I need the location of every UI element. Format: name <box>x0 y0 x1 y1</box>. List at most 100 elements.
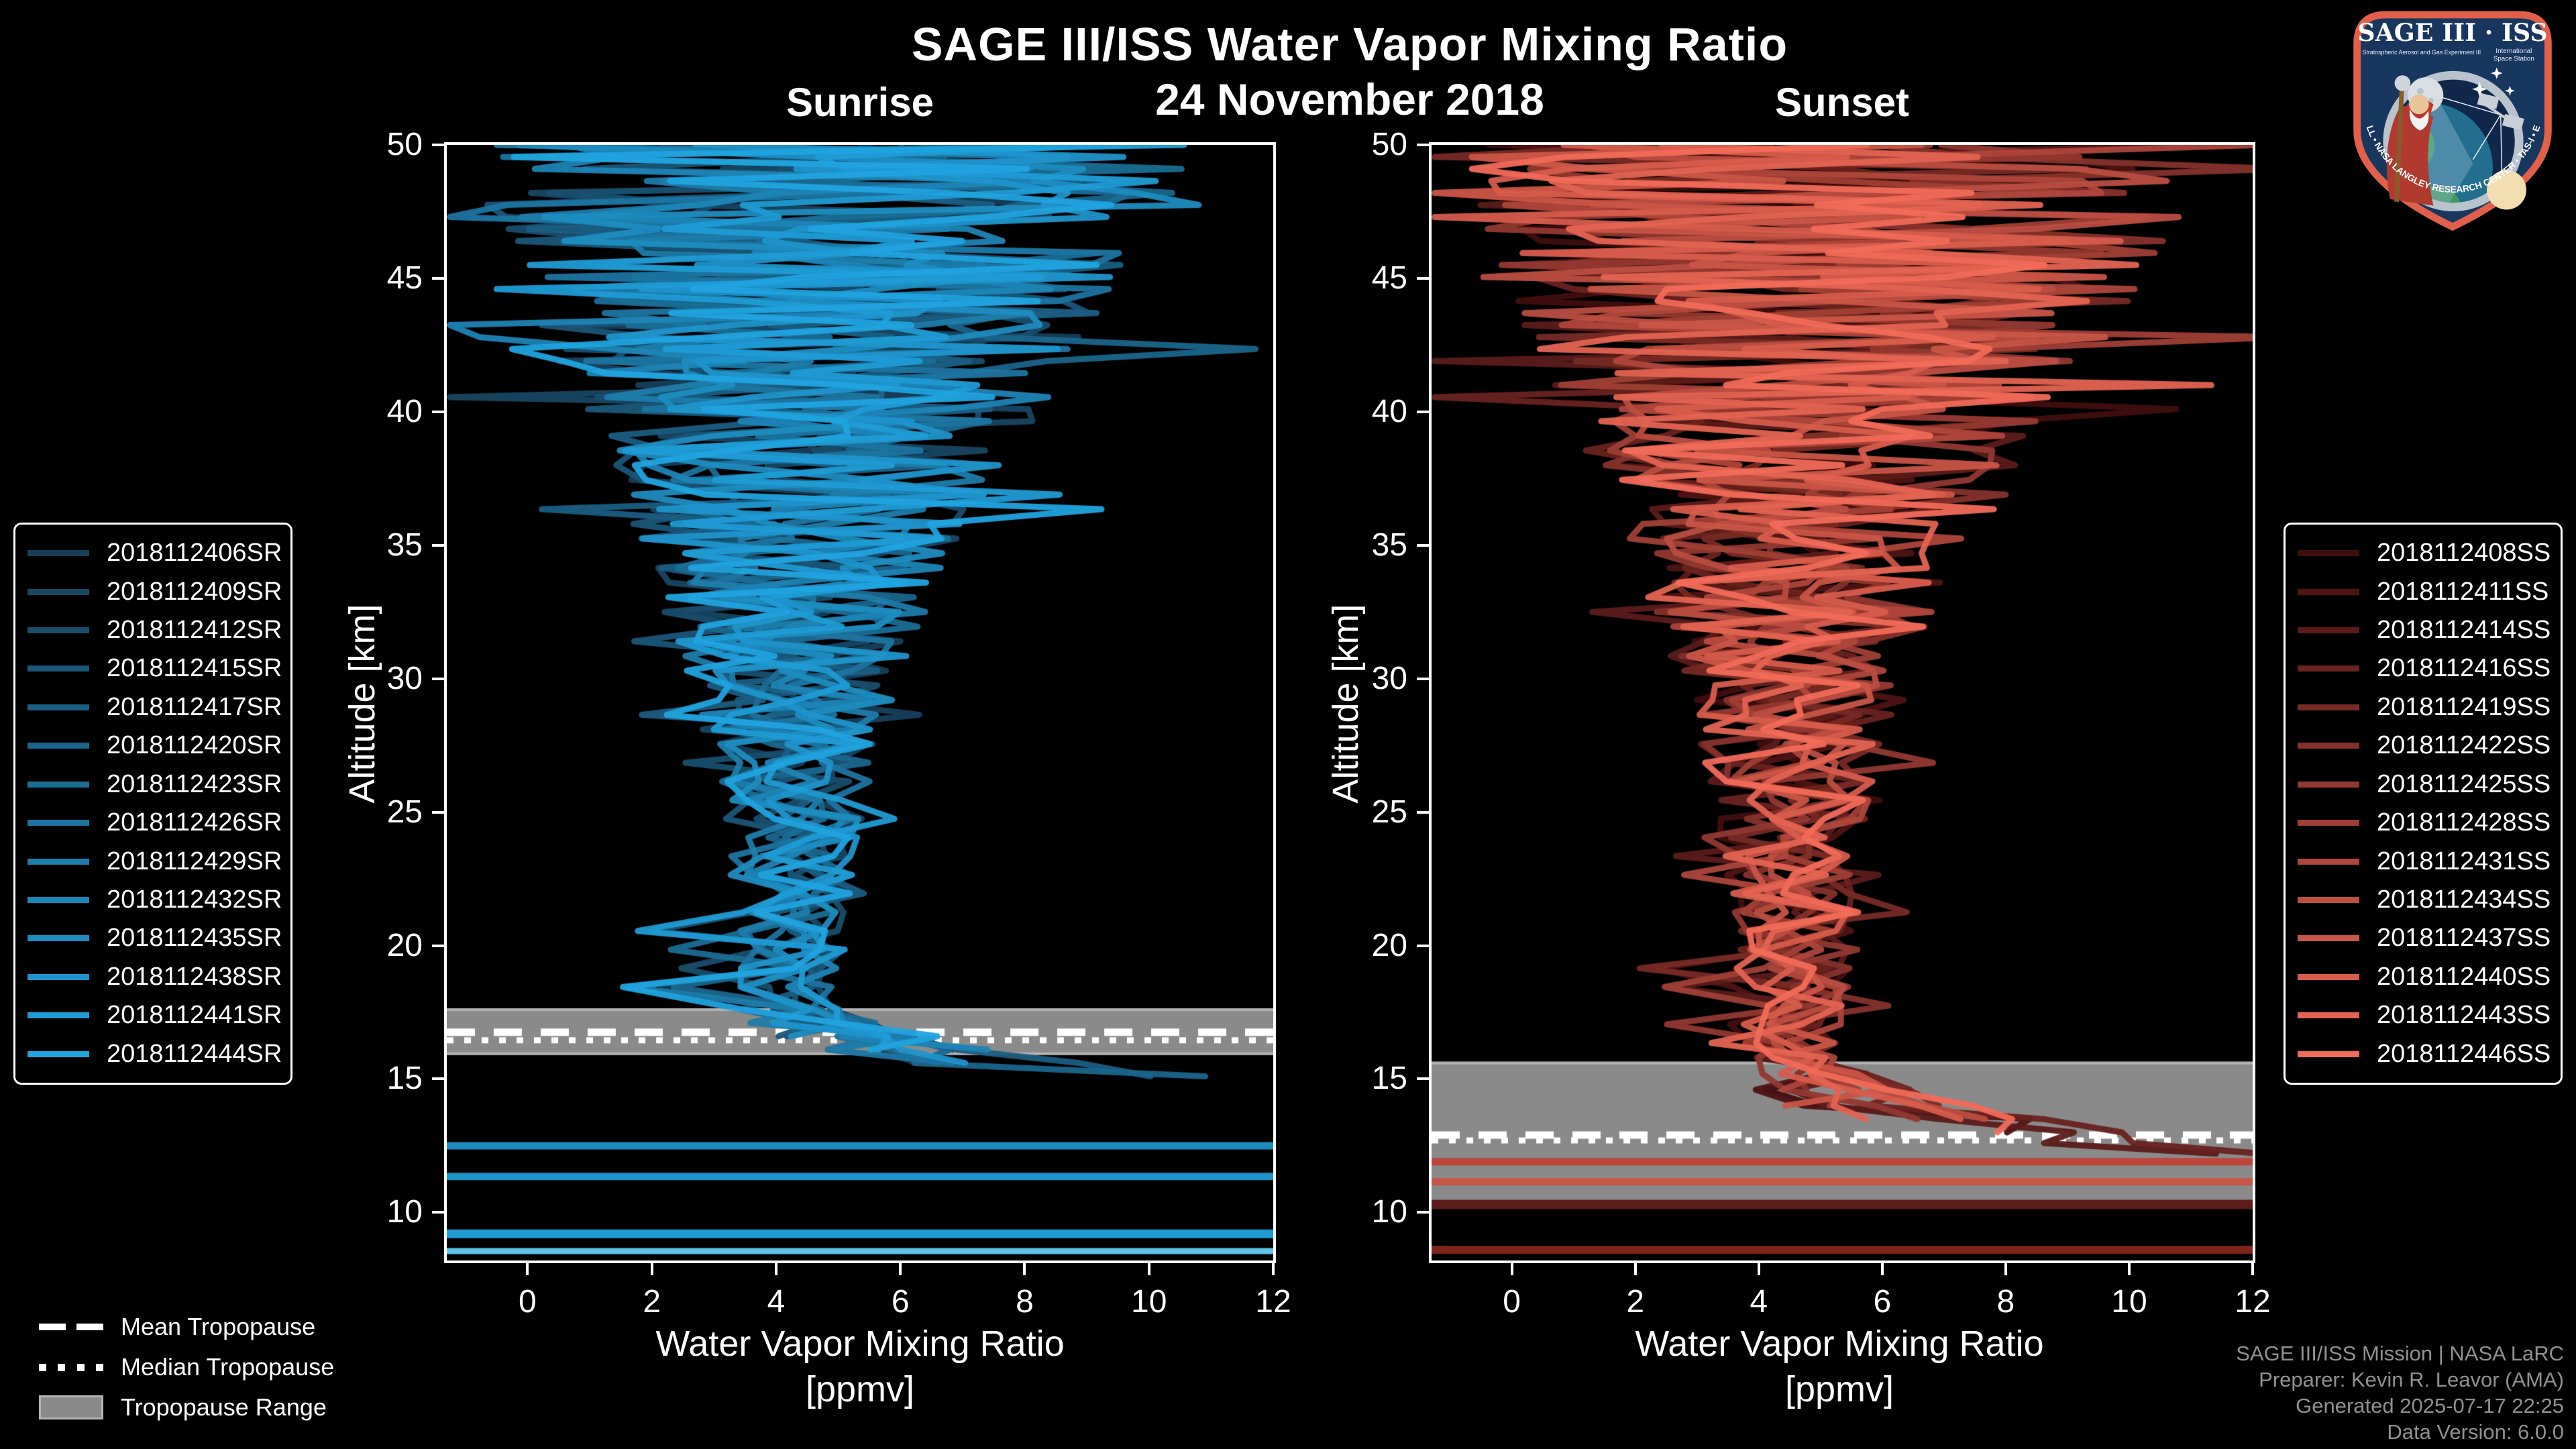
y-tick-label: 15 <box>386 1061 423 1097</box>
sage-iss-mission-logo: SAGE III · ISS Stratospheric Aerosol and… <box>2344 4 2552 231</box>
x-tick-mark <box>2004 1263 2007 1275</box>
sunset-profiles-canvas <box>1432 145 2253 1260</box>
y-tick-label: 10 <box>386 1194 423 1230</box>
legend-item: 2018112414SS <box>2298 616 2551 645</box>
legend-series-label: 2018112408SS <box>2377 539 2551 568</box>
legend-series-label: 2018112423SR <box>107 769 282 798</box>
legend-series-label: 2018112425SS <box>2377 769 2551 798</box>
sunrise-y-axis-label: Altitude [km] <box>342 604 382 804</box>
legend-series-label: 2018112414SS <box>2377 616 2551 645</box>
logo-sun <box>2487 170 2526 210</box>
y-tick-mark <box>1417 810 1429 814</box>
footer-credits: SAGE III/ISS Mission | NASA LaRC Prepare… <box>2236 1340 2564 1445</box>
y-tick-label: 25 <box>1371 794 1407 830</box>
y-tick-label: 15 <box>1371 1061 1407 1097</box>
logo-title: SAGE III · ISS <box>2357 18 2547 47</box>
logo-subtitle-space-station: Space Station <box>2493 56 2534 63</box>
y-tick-mark <box>1417 1211 1429 1214</box>
legend-item: 2018112431SS <box>2298 847 2551 876</box>
y-tick-mark <box>1417 410 1429 413</box>
legend-series-label: 2018112444SR <box>107 1039 282 1068</box>
legend-series-line-icon <box>2298 781 2359 788</box>
legend-series-line-icon <box>28 935 89 942</box>
x-tick-label: 6 <box>1873 1284 1892 1320</box>
logo-figure <box>2386 75 2434 206</box>
legend-item: 2018112438SR <box>28 963 282 991</box>
sunset-series-legend: 2018112408SS 2018112411SS 2018112414SS 2018… <box>2284 523 2563 1085</box>
mean-tropopause-legend-row: Mean Tropopause <box>39 1307 334 1347</box>
y-tick-label: 45 <box>386 260 423 296</box>
x-tick-mark <box>2127 1263 2131 1275</box>
y-tick-mark <box>432 410 444 413</box>
x-tick-label: 2 <box>1626 1284 1645 1320</box>
mean-tropopause-label: Mean Tropopause <box>121 1313 316 1340</box>
y-tick-mark <box>432 144 444 146</box>
legend-series-label: 2018112422SS <box>2377 731 2551 760</box>
legend-item: 2018112411SS <box>2298 578 2548 606</box>
legend-series-line-icon <box>2298 935 2359 942</box>
tropopause-legend: Mean Tropopause Median Tropopause Tropop… <box>39 1307 334 1428</box>
x-tick-mark <box>650 1263 653 1275</box>
legend-series-line-icon <box>2298 627 2359 634</box>
x-tick-mark <box>1510 1263 1513 1275</box>
x-tick-label: 10 <box>1131 1284 1167 1320</box>
legend-item: 2018112422SS <box>2298 731 2551 760</box>
legend-item: 2018112426SR <box>28 808 282 837</box>
legend-series-line-icon <box>28 897 89 903</box>
legend-item: 2018112441SR <box>28 1001 282 1030</box>
y-tick-mark <box>432 1211 444 1214</box>
logo-orbit-ring <box>2383 70 2524 211</box>
legend-series-line-icon <box>28 1051 89 1057</box>
x-tick-mark <box>526 1263 529 1275</box>
legend-series-line-icon <box>28 704 89 710</box>
legend-series-line-icon <box>2298 743 2359 749</box>
tropopause-range-label: Tropopause Range <box>121 1393 327 1421</box>
sunrise-series-legend: 2018112406SR 2018112409SR 2018112412SR 2018… <box>13 523 292 1085</box>
y-tick-mark <box>1417 144 1429 146</box>
legend-series-label: 2018112434SS <box>2377 885 2551 914</box>
legend-series-label: 2018112429SR <box>107 847 282 875</box>
legend-series-line-icon <box>28 858 89 865</box>
mean-tropopause-dashed-line-icon <box>39 1324 103 1330</box>
sunset-y-axis-label: Altitude [km] <box>1326 604 1366 804</box>
footer-data-version-line: Data Version: 6.0.0 <box>2387 1420 2564 1444</box>
sunset-x-axis-label: Water Vapor Mixing Ratio <box>1635 1324 2044 1364</box>
y-tick-mark <box>1417 944 1429 947</box>
x-tick-label: 4 <box>1750 1284 1768 1320</box>
legend-item: 2018112446SS <box>2298 1040 2551 1069</box>
y-tick-label: 45 <box>1371 260 1407 296</box>
legend-series-label: 2018112409SR <box>107 577 282 606</box>
x-tick-mark <box>1147 1263 1150 1275</box>
y-tick-mark <box>1417 543 1429 547</box>
x-tick-label: 6 <box>891 1284 910 1320</box>
tropopause-range-swatch-icon <box>39 1395 103 1419</box>
sunset-x-axis-units: [ppmv] <box>1784 1369 1894 1409</box>
legend-series-line-icon <box>28 820 89 826</box>
legend-series-line-icon <box>28 781 89 788</box>
y-tick-mark <box>432 543 444 547</box>
y-tick-label: 50 <box>1371 127 1407 162</box>
legend-item: 2018112419SS <box>2298 693 2551 722</box>
legend-item: 2018112434SS <box>2298 885 2551 914</box>
logo-subtitle-international: International <box>2496 48 2532 55</box>
legend-series-label: 2018112415SR <box>107 654 282 683</box>
logo-stars <box>2472 67 2515 97</box>
legend-series-label: 2018112416SS <box>2377 654 2551 683</box>
legend-item: 2018112429SR <box>28 847 282 876</box>
x-tick-mark <box>1757 1263 1760 1275</box>
legend-series-label: 2018112406SR <box>107 539 282 568</box>
legend-series-line-icon <box>28 665 89 672</box>
page-title: SAGE III/ISS Water Vapor Mixing Ratio <box>911 18 1788 70</box>
y-tick-label: 35 <box>1371 527 1407 563</box>
sunrise-x-axis-label: Water Vapor Mixing Ratio <box>655 1324 1065 1364</box>
footer-preparer-line: Preparer: Kevin R. Leavor (AMA) <box>2259 1368 2564 1391</box>
legend-series-label: 2018112437SS <box>2377 924 2551 953</box>
legend-item: 2018112443SS <box>2298 1001 2551 1030</box>
legend-item: 2018112440SS <box>2298 963 2551 991</box>
legend-series-label: 2018112432SR <box>107 885 282 914</box>
legend-item: 2018112437SS <box>2298 924 2551 953</box>
x-tick-mark <box>899 1263 902 1275</box>
logo-subtitle-left: Stratospheric Aerosol and Gas Experiment… <box>2363 49 2481 56</box>
legend-series-line-icon <box>2298 1012 2359 1019</box>
